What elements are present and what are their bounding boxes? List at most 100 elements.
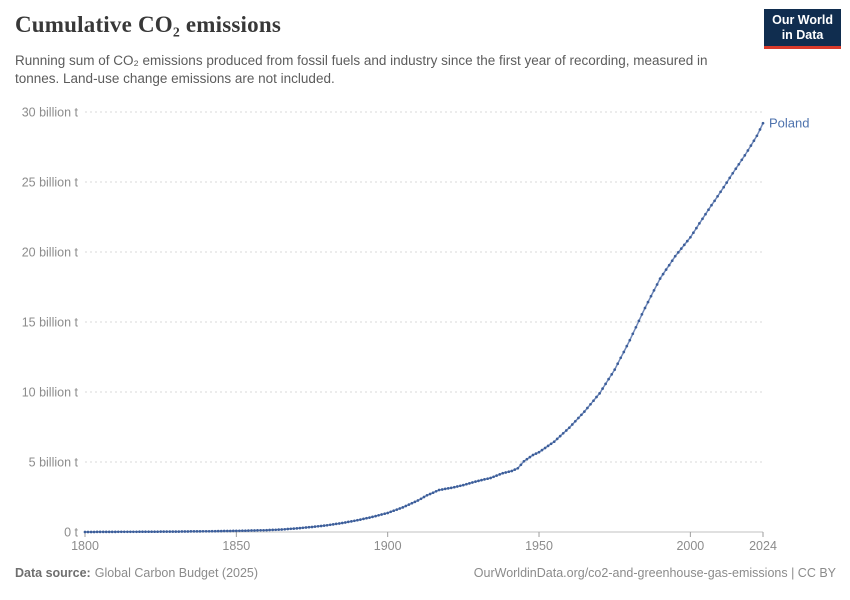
data-point-marker [410, 501, 414, 505]
data-point-marker [492, 475, 495, 479]
data-point-marker [104, 530, 108, 534]
data-point-marker [132, 530, 135, 534]
data-point-marker [468, 482, 471, 485]
data-point-marker [525, 457, 529, 461]
data-point-marker [455, 485, 459, 488]
data-point-marker [619, 356, 623, 360]
data-point-marker [676, 251, 680, 254]
data-point-marker [567, 426, 571, 430]
data-point-marker [692, 231, 695, 235]
data-point-marker [168, 530, 172, 533]
data-point-marker [465, 482, 468, 486]
data-point-marker [316, 524, 320, 528]
y-axis-label: 10 billion t [22, 386, 79, 400]
x-axis-label: 1800 [71, 539, 99, 553]
data-point-marker [549, 442, 553, 446]
data-point-marker [740, 158, 744, 162]
data-point-marker [558, 434, 562, 438]
data-point-marker [610, 373, 614, 376]
data-point-marker [589, 402, 592, 406]
data-point-marker [234, 529, 238, 533]
data-point-marker [643, 306, 647, 310]
data-point-marker [440, 488, 444, 491]
data-point-marker [207, 529, 211, 533]
data-point-marker [634, 325, 638, 329]
data-point-marker [731, 171, 735, 175]
data-point-marker [138, 530, 141, 534]
x-axis-label: 2000 [676, 539, 704, 553]
data-point-marker [225, 529, 229, 533]
data-point-marker [416, 499, 420, 502]
data-point-marker [555, 437, 559, 441]
data-point-marker [150, 530, 153, 534]
data-point-marker [241, 529, 244, 533]
data-point-marker [280, 528, 284, 531]
x-axis-label: 2024 [749, 539, 777, 553]
data-point-marker [340, 521, 344, 525]
data-point-marker [580, 413, 583, 417]
data-point-marker [483, 478, 486, 481]
data-point-marker [658, 277, 662, 280]
data-point-marker [592, 399, 595, 403]
data-point-marker [749, 144, 753, 147]
data-point-marker [495, 474, 498, 477]
y-axis-label: 5 billion t [29, 456, 79, 470]
data-point-marker [734, 167, 738, 171]
data-point-marker [640, 313, 644, 316]
data-point-marker [504, 471, 508, 474]
data-point-marker [461, 483, 465, 487]
data-point-marker [431, 491, 435, 495]
chart-subtitle: Running sum of CO₂ emissions produced fr… [15, 53, 708, 86]
data-point-marker [386, 511, 390, 515]
data-point-marker [110, 530, 114, 534]
data-point-marker [761, 121, 765, 125]
data-point-marker [83, 530, 87, 534]
data-point-marker [480, 478, 483, 482]
data-point-marker [710, 203, 713, 207]
data-point-marker [631, 332, 635, 336]
data-point-marker [122, 530, 126, 534]
data-point-marker [637, 319, 641, 323]
data-point-marker [271, 528, 275, 532]
data-point-marker [119, 530, 123, 534]
data-point-marker [695, 226, 698, 230]
poland-series[interactable] [83, 121, 765, 534]
data-point-marker [383, 512, 387, 516]
data-point-marker [307, 525, 311, 529]
data-point-marker [322, 524, 326, 527]
data-point-marker [646, 300, 650, 304]
series-label-poland[interactable]: Poland [769, 116, 809, 131]
data-point-marker [698, 222, 701, 225]
owid-logo-line2: in Data [781, 28, 824, 42]
data-point-marker [356, 518, 359, 522]
data-point-marker [419, 497, 423, 501]
y-axis-label: 25 billion t [22, 176, 79, 190]
data-point-marker [522, 459, 526, 463]
data-point-marker [389, 510, 393, 514]
data-point-marker [231, 529, 235, 533]
data-point-marker [334, 522, 338, 526]
data-point-marker [471, 481, 474, 484]
data-point-marker [586, 406, 589, 410]
data-point-marker [195, 530, 199, 533]
data-point-marker [446, 487, 450, 490]
data-point-marker [543, 446, 547, 450]
data-point-marker [310, 525, 314, 529]
data-point-marker [707, 208, 710, 212]
data-point-marker [213, 529, 217, 533]
data-point-marker [365, 516, 368, 520]
data-point-marker [177, 530, 181, 533]
data-point-marker [116, 530, 120, 534]
data-point-marker [719, 190, 722, 194]
data-point-marker [343, 521, 347, 524]
data-point-marker [682, 243, 686, 247]
data-source-value[interactable]: Global Carbon Budget (2025) [94, 566, 259, 580]
data-point-marker [607, 377, 610, 381]
data-point-marker [540, 448, 544, 452]
data-point-marker [262, 528, 265, 532]
owid-url-link[interactable]: OurWorldinData.org/co2-and-greenhouse-ga… [473, 566, 836, 580]
data-point-marker [398, 507, 402, 510]
data-point-marker [98, 530, 102, 534]
owid-logo[interactable]: Our World in Data [764, 9, 841, 49]
